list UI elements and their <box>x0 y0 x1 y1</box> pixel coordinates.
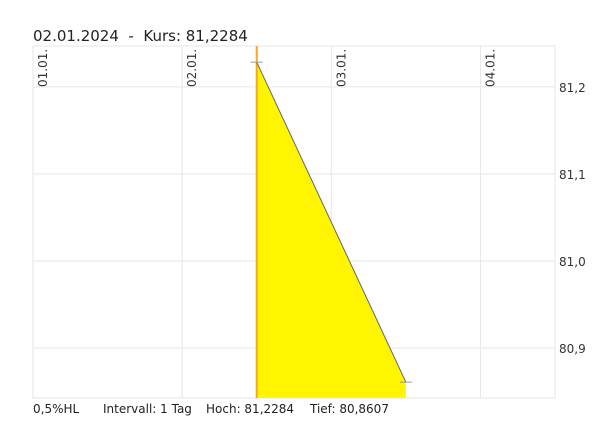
x-tick-label: 04.01. <box>483 49 497 87</box>
y-tick-label: 80,9 <box>559 342 586 356</box>
footer-interval: Intervall: 1 Tag <box>103 402 192 416</box>
y-tick-label: 81,1 <box>559 168 586 182</box>
x-tick-label: 02.01. <box>185 49 199 87</box>
x-tick-label: 03.01. <box>334 49 348 87</box>
footer-high: Hoch: 81,2284 <box>206 402 295 416</box>
footer-low: Tief: 80,8607 <box>310 402 389 416</box>
x-tick-label: 01.01. <box>36 49 50 87</box>
y-tick-label: 81,2 <box>559 81 586 95</box>
y-tick-label: 81,0 <box>559 255 586 269</box>
area-fill <box>256 62 406 398</box>
chart-title: 02.01.2024 - Kurs: 81,2284 <box>33 27 248 45</box>
footer-mode: 0,5%HL <box>33 402 80 416</box>
price-line <box>256 61 407 383</box>
